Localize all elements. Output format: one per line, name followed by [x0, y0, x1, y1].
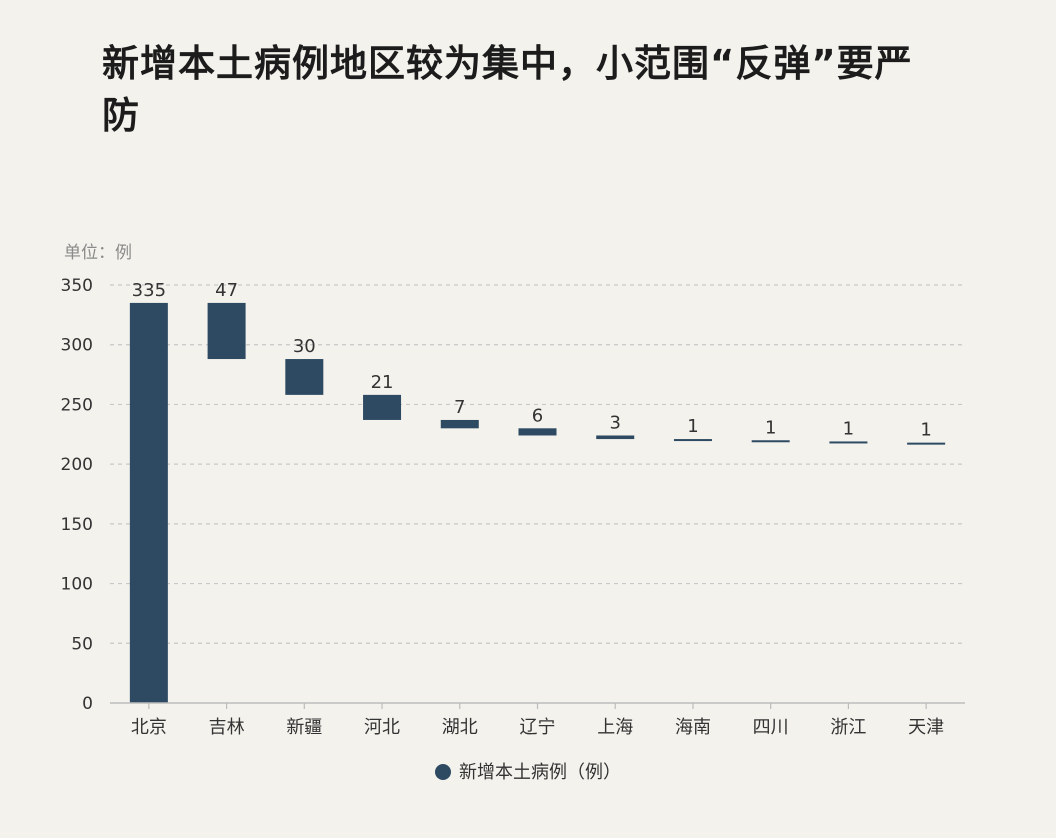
- bar-5: [518, 428, 557, 436]
- bar-6: [596, 435, 635, 440]
- bar-1: [207, 302, 246, 360]
- y-tick-label: 50: [71, 634, 93, 654]
- y-tick-label: 200: [61, 455, 93, 475]
- bar-9: [829, 441, 868, 444]
- bar-4: [440, 419, 479, 429]
- x-tick-label-0: 北京: [131, 717, 167, 738]
- x-tick-label-9: 浙江: [830, 717, 866, 738]
- legend-marker-icon: [435, 764, 451, 780]
- data-label-4: 7: [454, 397, 465, 418]
- data-label-6: 3: [610, 412, 621, 433]
- x-tick-label-4: 湖北: [442, 717, 478, 738]
- grid-lines: [110, 284, 965, 644]
- x-tick-label-5: 辽宁: [520, 717, 556, 738]
- bar-8: [751, 440, 790, 443]
- data-label-1: 47: [215, 280, 238, 301]
- y-tick-label: 100: [61, 575, 93, 595]
- y-tick-label: 250: [61, 395, 93, 415]
- legend-label: 新增本土病例（例）: [459, 762, 621, 783]
- y-tick-label: 300: [61, 336, 93, 356]
- bar-10: [907, 442, 946, 445]
- data-label-3: 21: [371, 372, 394, 393]
- x-tick-label-6: 上海: [597, 717, 633, 738]
- bar-0: [129, 302, 168, 703]
- legend: 新增本土病例（例）: [0, 758, 1056, 784]
- bar-7: [673, 439, 712, 442]
- x-tick-label-2: 新疆: [286, 717, 322, 738]
- data-label-2: 30: [293, 336, 316, 357]
- data-label-9: 1: [843, 418, 854, 439]
- y-tick-label: 350: [61, 276, 93, 296]
- data-label-8: 1: [765, 417, 776, 438]
- data-label-10: 1: [920, 420, 931, 441]
- x-tick-label-8: 四川: [753, 717, 789, 738]
- y-tick-label: 150: [61, 515, 93, 535]
- x-tick-label-1: 吉林: [209, 717, 245, 738]
- bar-2: [285, 359, 324, 395]
- bars: [129, 302, 946, 703]
- data-label-5: 6: [532, 405, 543, 426]
- data-label-0: 335: [132, 280, 166, 301]
- unit-label: 单位：例: [64, 243, 132, 263]
- x-axis-ticks: 北京 吉林 新疆 河北 湖北 辽宁 上海 海南 四川 浙江 天津: [131, 703, 944, 738]
- x-tick-label-7: 海南: [675, 717, 711, 738]
- x-tick-label-10: 天津: [908, 717, 944, 738]
- data-label-7: 1: [687, 416, 698, 437]
- y-axis-ticks: 0 50 100 150 200 250 300 350: [61, 276, 93, 714]
- bar-3: [363, 394, 402, 420]
- data-labels: 335 47 30 21 7 6 3 1 1 1 1: [132, 280, 932, 441]
- chart-title: 新增本土病例地区较为集中，小范围“反弹”要严防: [102, 42, 913, 137]
- y-tick-label: 0: [82, 694, 93, 714]
- x-tick-label-3: 河北: [364, 717, 400, 738]
